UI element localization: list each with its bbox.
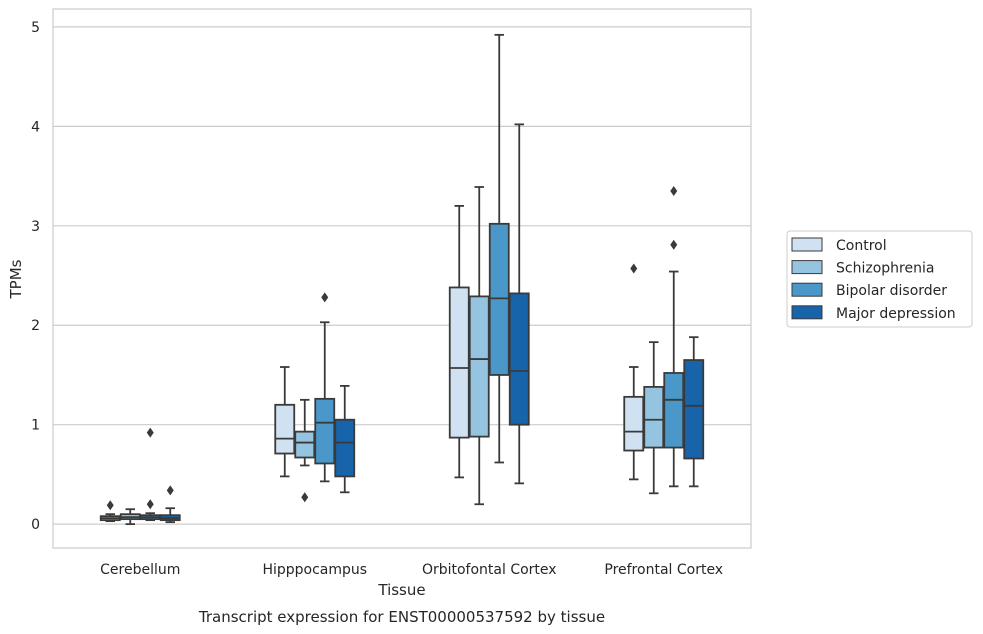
legend-label: Major depression — [836, 306, 956, 322]
outlier-point — [146, 427, 154, 438]
box-2-0 — [448, 205, 470, 479]
legend-swatch — [791, 282, 823, 297]
grid-lines — [53, 26, 751, 525]
legend-label: Control — [836, 238, 887, 254]
box-3-2 — [663, 185, 685, 488]
box-iqr — [448, 286, 470, 439]
x-tick-label: Prefrontal Cortex — [604, 562, 723, 578]
box-2-2 — [488, 33, 510, 464]
box-0-0 — [99, 500, 121, 523]
box-iqr — [274, 403, 296, 455]
outlier-point — [146, 499, 154, 510]
plot-frame — [52, 8, 752, 549]
box-1-3 — [334, 385, 356, 494]
legend-swatch — [791, 305, 823, 320]
legend-item: Major depression — [791, 305, 956, 322]
y-axis-title: TPMs — [7, 259, 25, 299]
y-tick-label: 4 — [31, 119, 40, 135]
box-iqr — [334, 418, 356, 478]
box-0-3 — [159, 485, 181, 524]
legend-item: Bipolar disorder — [791, 282, 947, 299]
x-tick-labels: Cerebellum Hipppocampus Orbitofontal Corte… — [100, 562, 723, 578]
y-tick-labels: 0 1 2 3 4 5 — [31, 20, 40, 533]
box-0-1 — [119, 508, 141, 526]
box-iqr — [683, 359, 705, 460]
box-iqr — [488, 222, 510, 376]
box-3-1 — [643, 341, 665, 495]
box-iqr — [508, 292, 530, 426]
legend-item: Control — [791, 237, 887, 254]
legend-label: Bipolar disorder — [836, 283, 947, 299]
box-iqr — [623, 395, 645, 452]
x-tick-label: Cerebellum — [100, 562, 180, 578]
box-1-0 — [274, 366, 296, 478]
box-1-1 — [294, 398, 316, 503]
box-iqr — [294, 430, 316, 459]
x-tick-label: Orbitofontal Cortex — [422, 562, 557, 578]
box-iqr — [643, 385, 665, 449]
box-0-2 — [139, 427, 161, 522]
legend-label: Schizophrenia — [836, 261, 934, 277]
box-3-3 — [683, 336, 705, 488]
legend-item: Schizophrenia — [791, 260, 934, 277]
outlier-point — [630, 263, 638, 274]
outlier-point — [321, 292, 329, 303]
outlier-point — [670, 239, 678, 250]
box-1-2 — [314, 292, 336, 483]
legend-swatch — [791, 260, 823, 275]
legend: Control Schizophrenia Bipolar disorder Majo… — [786, 230, 973, 328]
legend-frame — [786, 230, 973, 328]
y-tick-label: 2 — [31, 318, 40, 334]
box-iqr — [663, 372, 685, 449]
chart-caption: Transcript expression for ENST0000053759… — [198, 608, 605, 626]
y-tick-label: 0 — [31, 517, 40, 533]
outlier-point — [301, 492, 309, 503]
x-axis-title: Tissue — [377, 581, 425, 599]
legend-swatch — [791, 237, 823, 252]
box-iqr — [314, 397, 336, 465]
box-2-3 — [508, 123, 530, 485]
box-iqr — [468, 295, 490, 438]
x-tick-label: Hipppocampus — [262, 562, 367, 578]
y-tick-label: 3 — [31, 219, 40, 235]
outlier-point — [166, 485, 174, 496]
y-tick-label: 5 — [31, 20, 40, 36]
box-3-0 — [623, 263, 645, 481]
y-tick-label: 1 — [31, 418, 40, 434]
boxes — [99, 33, 705, 526]
box-2-1 — [468, 186, 490, 506]
outlier-point — [670, 185, 678, 196]
outlier-point — [106, 500, 114, 511]
